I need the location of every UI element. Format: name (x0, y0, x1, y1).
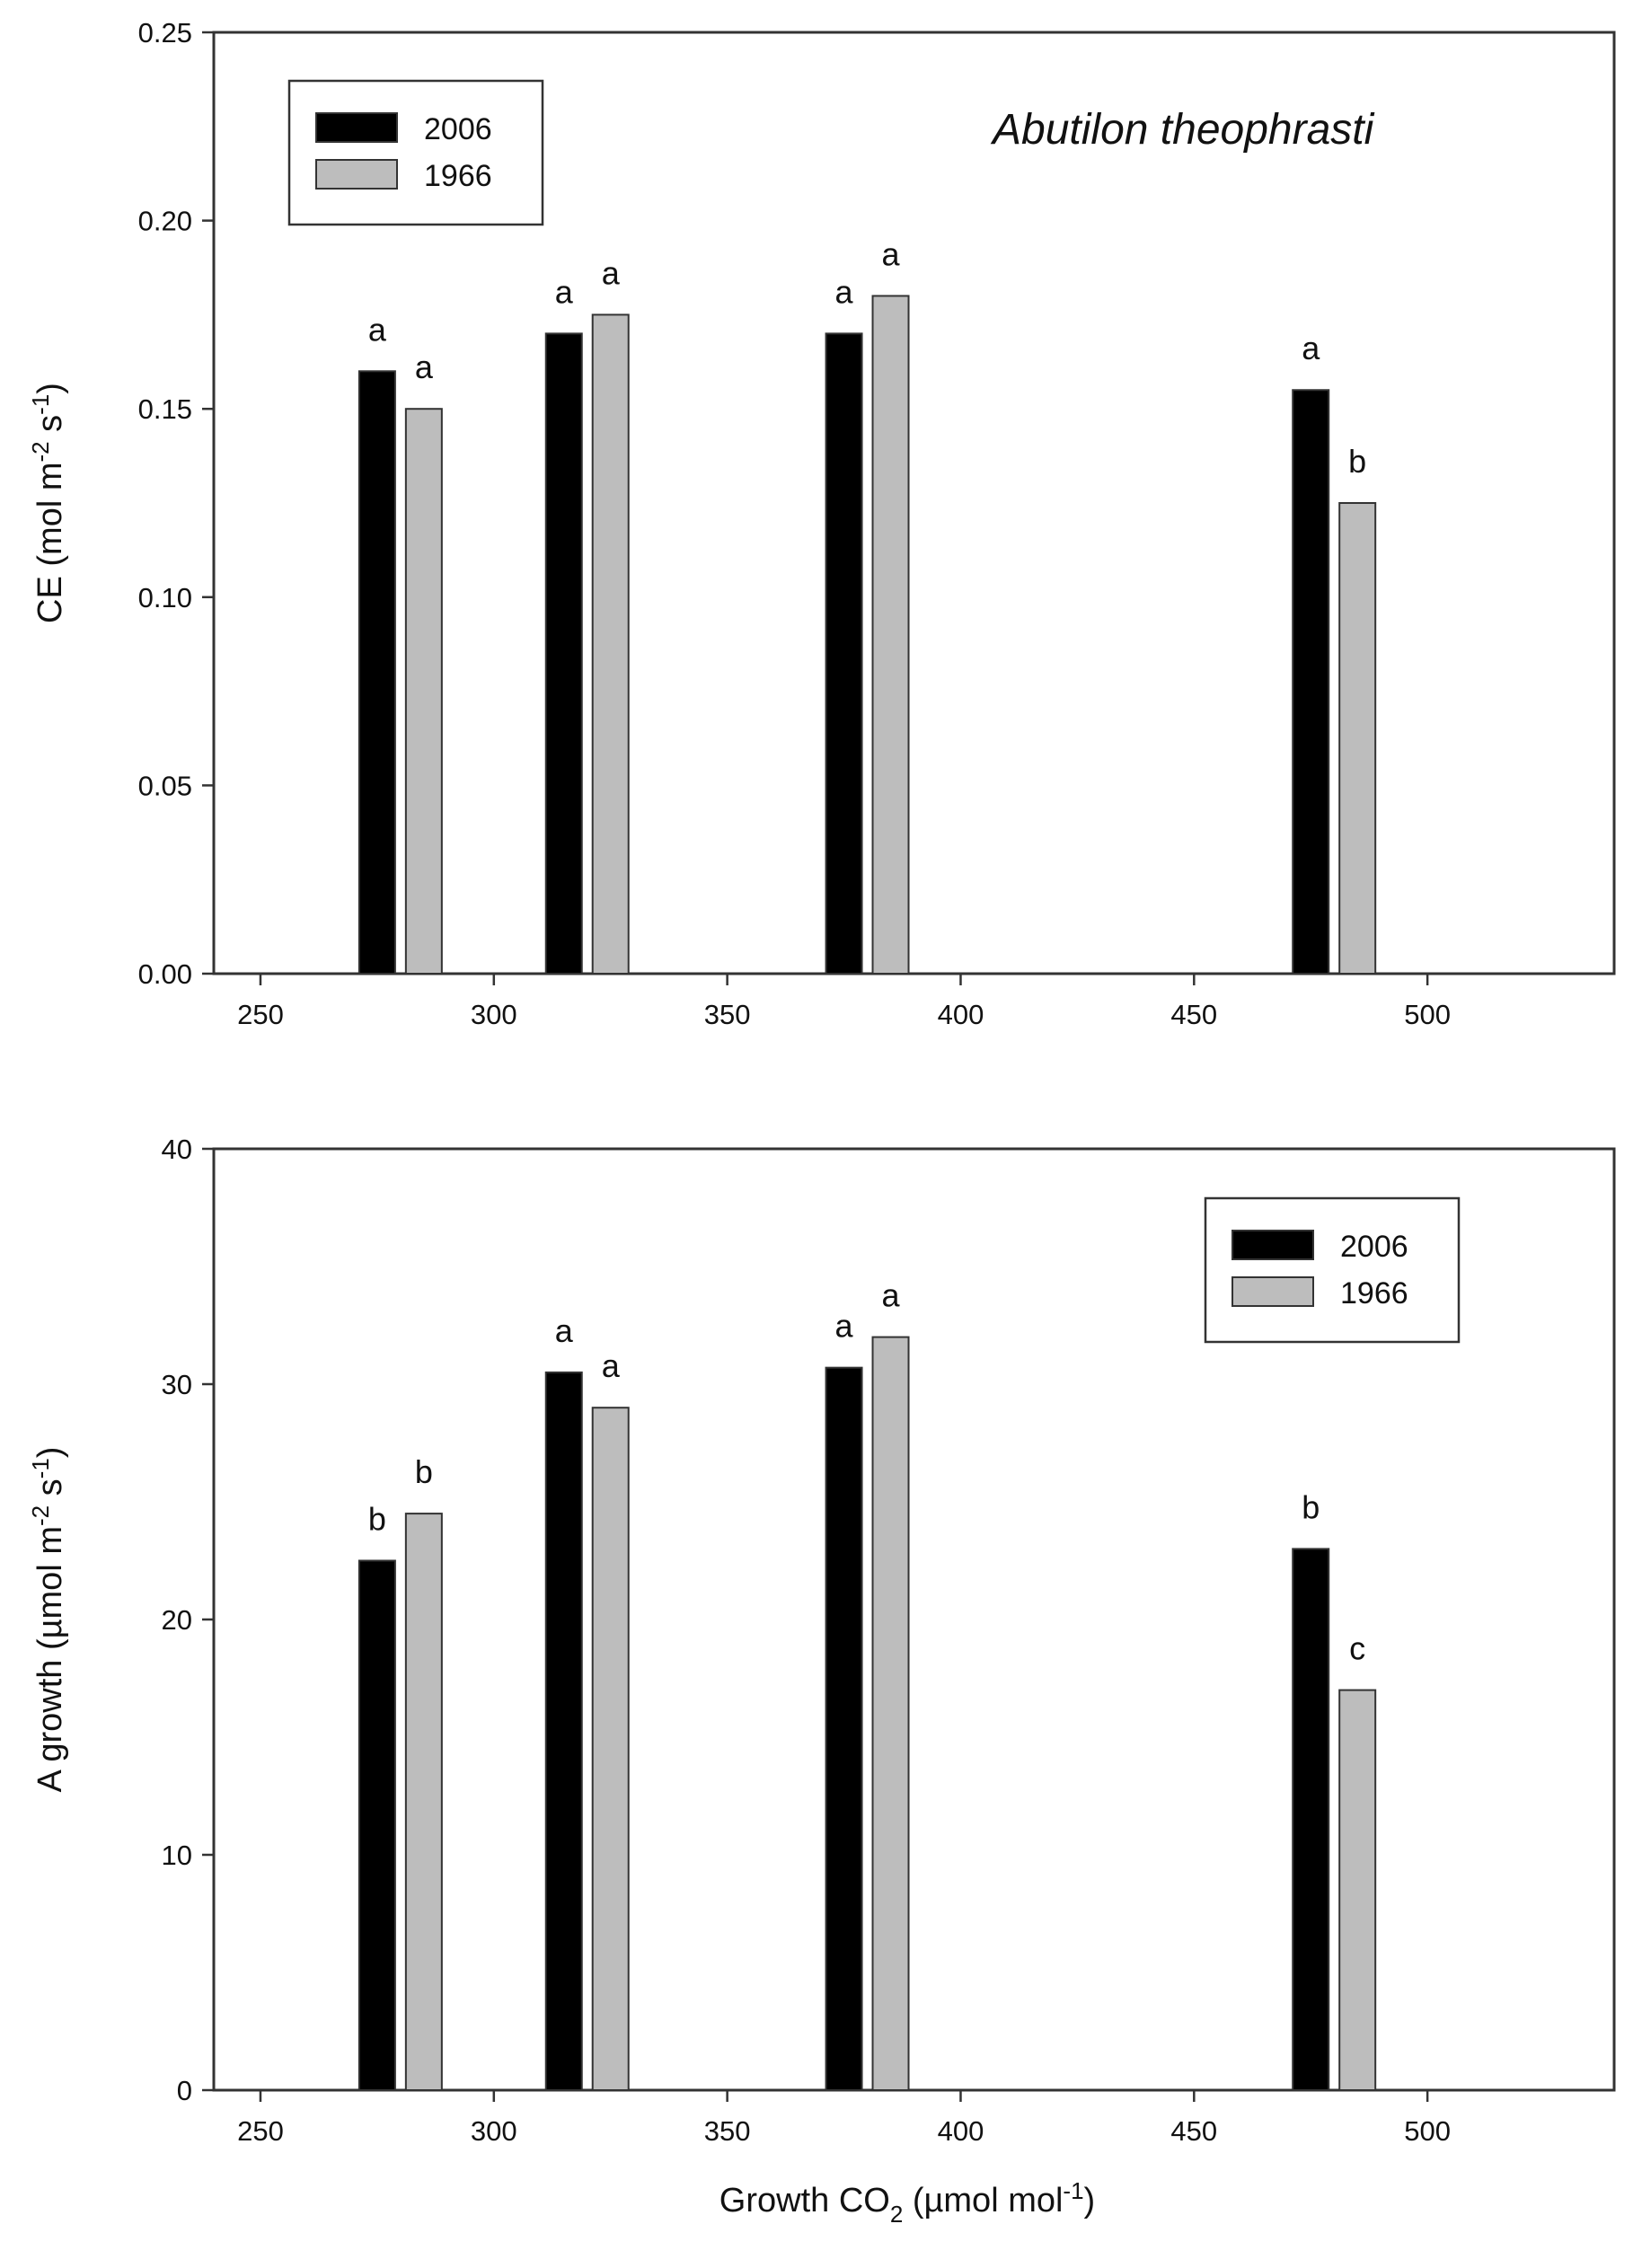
bar-1966-485 (1338, 502, 1377, 975)
y-tick-label: 10 (162, 1840, 192, 1871)
legend: 2006 1966 (1204, 1196, 1461, 1344)
bar-1966-385 (871, 295, 910, 975)
x-tick-label: 400 (938, 2115, 984, 2147)
bar-1966-285 (404, 1513, 443, 2091)
legend: 2006 1966 (287, 79, 544, 226)
bar-2006-375 (825, 332, 863, 975)
x-tick-label: 450 (1170, 2115, 1217, 2147)
x-tick-label: 500 (1404, 2115, 1451, 2147)
significance-label: b (1302, 1488, 1320, 1525)
bar-2006-315 (544, 332, 583, 975)
y-tick-label: 30 (162, 1369, 192, 1400)
significance-label: a (368, 311, 387, 348)
significance-label: a (602, 254, 621, 291)
x-tick-label: 250 (237, 999, 284, 1030)
significance-label: b (415, 1453, 433, 1490)
significance-label: b (368, 1501, 386, 1538)
significance-label: a (835, 273, 854, 310)
x-tick-label: 350 (704, 2115, 751, 2147)
legend-swatch-1966 (315, 159, 398, 190)
bar-1966-385 (871, 1336, 910, 2091)
y-tick-label: 20 (162, 1604, 192, 1636)
bar-1966-325 (591, 313, 630, 975)
x-axis: 250 300 350 400 450 500 (237, 2090, 1451, 2147)
legend-swatch-2006 (315, 112, 398, 143)
bar-series (358, 1336, 1377, 2092)
species-label: Abutilon theophrasti (990, 106, 1375, 154)
legend-label-2006: 2006 (1340, 1230, 1408, 1264)
y-tick-label: 0.20 (138, 206, 192, 237)
legend-swatch-2006 (1232, 1230, 1314, 1260)
legend-box (1204, 1196, 1461, 1344)
bar-2006-375 (825, 1366, 863, 2092)
bar-series (358, 295, 1377, 975)
significance-label: a (602, 1347, 621, 1384)
significance-label: c (1349, 1630, 1365, 1667)
bar-2006-475 (1292, 1548, 1330, 2091)
y-tick-label: 0.10 (138, 582, 192, 613)
bar-2006-475 (1292, 389, 1330, 975)
significance-label: a (415, 349, 434, 385)
y-axis-label: CE (mol m-2 s-1) (27, 383, 69, 623)
y-axis: 0.00 0.05 0.10 0.15 0.20 0.25 (138, 17, 214, 990)
significance-label: a (882, 235, 901, 272)
y-tick-label: 0 (177, 2075, 192, 2106)
ce-chart: 250 300 350 400 450 500 0.000.050.100.150.200… (27, 17, 1616, 1030)
y-axis-label: A growth (µmol m-2 s-1) (27, 1447, 69, 1793)
bar-1966-325 (591, 1407, 630, 2091)
plot-frame (212, 31, 1616, 975)
x-tick-label: 500 (1404, 999, 1451, 1030)
y-axis: 0 10 20 30 40 (162, 1134, 214, 2106)
legend-label-1966: 1966 (1340, 1276, 1408, 1310)
x-tick-label: 300 (471, 2115, 517, 2147)
legend-label-1966: 1966 (424, 159, 492, 193)
significance-label: a (1302, 330, 1320, 366)
significance-label: b (1348, 443, 1366, 480)
bar-1966-285 (404, 408, 443, 975)
bar-2006-275 (358, 1559, 396, 2091)
significance-label: a (835, 1308, 854, 1345)
x-tick-label: 300 (471, 999, 517, 1030)
bar-2006-315 (544, 1371, 583, 2091)
significance-label: a (882, 1277, 901, 1314)
x-tick-label: 400 (938, 999, 984, 1030)
y-tick-label: 40 (162, 1134, 192, 1165)
significance-label: a (555, 1312, 574, 1349)
bar-2006-275 (358, 370, 396, 975)
x-tick-label: 450 (1170, 999, 1217, 1030)
x-axis-label: Growth CO2 (µmol mol-1) (719, 2177, 1095, 2228)
x-tick-label: 350 (704, 999, 751, 1030)
bar-1966-485 (1338, 1689, 1377, 2091)
y-tick-label: 0.05 (138, 770, 192, 801)
legend-swatch-1966 (1232, 1276, 1314, 1307)
x-axis: 250 300 350 400 450 500 (237, 974, 1451, 1030)
legend-label-2006: 2006 (424, 112, 492, 146)
y-tick-label: 0.25 (138, 17, 192, 49)
x-tick-label: 250 (237, 2115, 284, 2147)
y-tick-label: 0.00 (138, 958, 192, 990)
significance-label: a (555, 273, 574, 310)
legend-box (287, 79, 544, 226)
y-tick-label: 0.15 (138, 393, 192, 425)
